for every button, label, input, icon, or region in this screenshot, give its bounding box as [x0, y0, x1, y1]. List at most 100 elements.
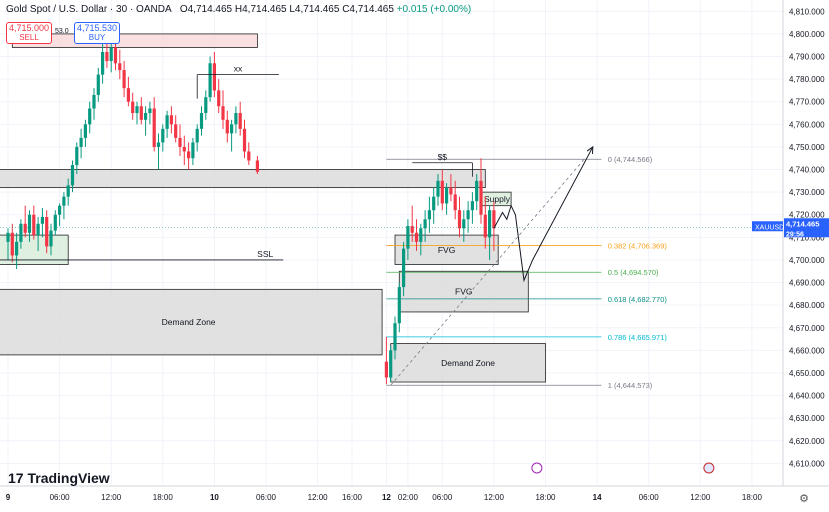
candle-body[interactable] — [83, 124, 87, 138]
price-axis[interactable]: 4,610.000 4,620.000 4,630.000 4,640.000 4,65… — [752, 0, 829, 486]
candle-body[interactable] — [165, 115, 169, 129]
candle-body[interactable] — [101, 51, 105, 75]
candle-body[interactable] — [234, 113, 238, 125]
event-lightning-icon[interactable] — [531, 462, 543, 474]
candle-body[interactable] — [144, 113, 148, 120]
candle-body[interactable] — [27, 214, 32, 233]
candle-body[interactable] — [113, 47, 118, 64]
candle-body[interactable] — [423, 219, 427, 229]
zone-box[interactable] — [0, 169, 486, 189]
candle-body[interactable] — [126, 88, 130, 102]
candle-body[interactable] — [419, 228, 423, 242]
candle-body[interactable] — [182, 146, 186, 152]
candle-body[interactable] — [75, 146, 79, 166]
candle-body[interactable] — [221, 106, 225, 120]
candle-body[interactable] — [122, 70, 126, 89]
candle-body[interactable] — [79, 137, 83, 147]
candle-body[interactable] — [457, 210, 462, 229]
candle-body[interactable] — [492, 210, 496, 229]
candle-body[interactable] — [70, 165, 75, 186]
candle-body[interactable] — [247, 151, 251, 161]
candle-body[interactable] — [118, 63, 122, 71]
candle-body[interactable] — [427, 210, 431, 220]
candle-body[interactable] — [19, 223, 23, 242]
candle-body[interactable] — [483, 214, 487, 238]
time-axis[interactable]: 9 06:00 12:00 18:00 10 06:00 12:00 16:00 12 02:00… — [0, 485, 829, 502]
candle-body[interactable] — [62, 196, 66, 206]
sell-button[interactable]: 4,715.000 SELL — [6, 22, 52, 44]
candle-body[interactable] — [414, 232, 419, 242]
candle-body[interactable] — [402, 248, 406, 288]
candle-body[interactable] — [384, 361, 388, 378]
candle-body[interactable] — [96, 74, 100, 95]
candle-body[interactable] — [217, 90, 221, 107]
candle-body[interactable] — [135, 106, 139, 114]
candle-body[interactable] — [109, 47, 113, 62]
candle-body[interactable] — [406, 226, 410, 249]
candle-body[interactable] — [23, 223, 27, 233]
candle-body[interactable] — [139, 106, 143, 120]
candle-body[interactable] — [466, 210, 470, 220]
tradingview-logo[interactable]: 17 TradingView — [8, 470, 110, 486]
candle-body[interactable] — [488, 210, 492, 238]
candle-body[interactable] — [6, 232, 10, 242]
candles-layer[interactable] — [6, 31, 496, 385]
candle-body[interactable] — [10, 232, 14, 256]
candle-body[interactable] — [156, 142, 161, 147]
candle-body[interactable] — [436, 180, 440, 197]
candle-body[interactable] — [66, 185, 70, 197]
candle-body[interactable] — [212, 63, 216, 91]
buy-button[interactable]: 4,715.530 BUY — [74, 22, 120, 44]
candle-body[interactable] — [58, 205, 62, 215]
candle-body[interactable] — [45, 217, 49, 247]
gear-icon[interactable]: ⚙ — [799, 493, 809, 505]
candle-body[interactable] — [174, 124, 178, 138]
candle-body[interactable] — [470, 201, 474, 211]
candle-body[interactable] — [105, 51, 109, 62]
candle-body[interactable] — [453, 194, 457, 211]
candle-body[interactable] — [148, 108, 152, 114]
zone-box[interactable] — [0, 288, 383, 356]
candle-body[interactable] — [161, 128, 165, 143]
symbol-title[interactable]: Gold Spot / U.S. Dollar · 30 · OANDA — [6, 4, 172, 15]
candle-body[interactable] — [195, 128, 199, 143]
candle-body[interactable] — [49, 230, 53, 247]
candle-body[interactable] — [432, 196, 436, 211]
candle-body[interactable] — [32, 214, 36, 236]
candle-body[interactable] — [479, 180, 483, 215]
candle-body[interactable] — [255, 160, 259, 172]
candle-body[interactable] — [178, 137, 182, 147]
candle-body[interactable] — [191, 142, 195, 159]
candle-body[interactable] — [397, 287, 401, 324]
candle-body[interactable] — [225, 119, 229, 134]
candle-body[interactable] — [475, 180, 479, 202]
zone-box[interactable] — [390, 343, 546, 383]
candle-body[interactable] — [449, 187, 453, 195]
candle-body[interactable] — [53, 214, 57, 231]
fibonacci-retracement[interactable]: 0 (4,744.566) 0.382 (4,706.369) 0.5 (4,694… — [386, 155, 667, 390]
candle-body[interactable] — [187, 151, 191, 159]
price-tag[interactable] — [784, 218, 829, 238]
candle-body[interactable] — [199, 113, 204, 129]
candle-body[interactable] — [410, 226, 414, 233]
candle-body[interactable] — [15, 241, 19, 256]
candle-body[interactable] — [88, 108, 92, 125]
candle-body[interactable] — [238, 113, 242, 129]
candle-body[interactable] — [36, 223, 40, 236]
candle-body[interactable] — [208, 63, 212, 98]
candle-body[interactable] — [204, 97, 208, 114]
candle-body[interactable] — [230, 124, 234, 134]
candle-body[interactable] — [440, 180, 444, 204]
zone-box[interactable] — [398, 270, 529, 313]
projection-path[interactable] — [493, 146, 594, 283]
candle-body[interactable] — [393, 323, 397, 351]
candle-body[interactable] — [131, 101, 135, 114]
candle-body[interactable] — [389, 350, 393, 378]
candle-body[interactable] — [40, 217, 44, 224]
candle-body[interactable] — [445, 187, 449, 204]
candle-body[interactable] — [462, 219, 466, 229]
us-flag-icon[interactable] — [703, 462, 715, 474]
candle-body[interactable] — [92, 94, 96, 109]
candle-body[interactable] — [152, 108, 156, 147]
